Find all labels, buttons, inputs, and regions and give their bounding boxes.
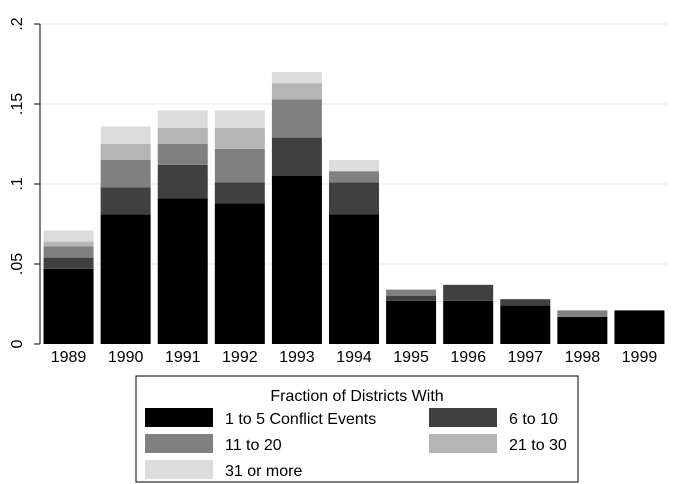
x-tick-label: 1991 [165,349,201,366]
x-tick-label: 1992 [222,349,258,366]
legend-label-2: 6 to 10 [509,411,558,428]
bar-1999-1 [614,310,665,344]
bar-1991-4 [157,128,208,144]
bar-1993-5 [271,72,322,84]
legend-label-3: 11 to 20 [225,437,282,454]
bar-1991-1 [157,198,208,344]
bar-1990-5 [100,126,151,144]
legend-label-5: 31 or more [225,463,302,480]
legend-swatch-4 [429,434,497,453]
bar-1990-1 [100,214,151,344]
x-tick-label: 1996 [450,349,486,366]
bar-1994-3 [329,171,379,183]
bar-1997-2 [500,299,551,306]
bar-1989-1 [43,268,94,344]
x-tick-label: 1999 [622,349,658,366]
legend-swatch-5 [145,460,213,479]
bar-1994-2 [329,182,379,215]
x-tick-label: 1995 [393,349,429,366]
bar-1995-3 [386,289,437,296]
bar-1991-3 [157,144,208,165]
bar-1993-2 [271,137,322,176]
bar-1995-1 [386,300,437,344]
bar-1991-2 [157,164,208,199]
bar-1992-4 [214,128,265,149]
bar-1993-4 [271,83,322,100]
bar-1998-1 [557,316,608,344]
legend-swatch-1 [145,408,213,427]
y-tick-label: .15 [9,93,26,115]
bar-1994-1 [329,214,379,344]
legend-swatch-2 [429,408,497,427]
bar-1992-5 [214,110,265,128]
x-tick-label: 1993 [279,349,315,366]
x-tick-label: 1998 [565,349,601,366]
bar-1989-3 [43,246,94,258]
bar-1991-5 [157,110,208,128]
bar-1993-1 [271,176,322,344]
y-tick-label: 0 [9,339,26,348]
y-tick-label: .05 [9,253,26,275]
y-tick-label: .2 [9,17,26,30]
bar-1996-2 [443,284,494,301]
legend-label-4: 21 to 30 [509,437,567,454]
x-tick-label: 1989 [51,349,87,366]
bar-1990-4 [100,144,151,160]
bar-1996-1 [443,300,494,344]
bar-1992-3 [214,148,265,183]
legend-title: Fraction of Districts With [270,388,443,405]
bar-1989-2 [43,257,94,269]
bar-1998-3 [557,310,608,317]
bar-1994-5 [329,160,379,172]
bar-1989-4 [43,241,94,247]
x-tick-label: 1997 [507,349,543,366]
bar-1997-1 [500,305,551,344]
legend-label-1: 1 to 5 Conflict Events [225,411,376,428]
bar-1990-3 [100,160,151,188]
x-tick-label: 1994 [336,349,372,366]
bar-1989-5 [43,230,94,242]
bar-1992-2 [214,182,265,204]
legend-swatch-3 [145,434,213,453]
x-tick-label: 1990 [108,349,144,366]
bar-1990-2 [100,187,151,215]
bar-1992-1 [214,203,265,344]
bar-1993-3 [271,99,322,138]
bar-1995-2 [386,296,437,301]
y-tick-label: .1 [9,177,26,190]
